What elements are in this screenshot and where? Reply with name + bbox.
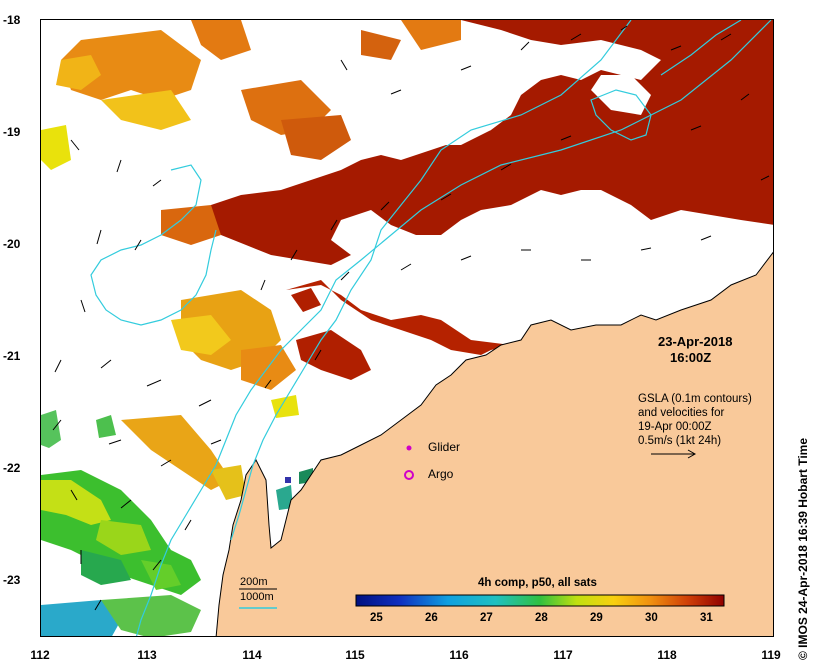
sst-layer [41, 20, 773, 636]
y-tick-23: -23 [3, 573, 21, 587]
contour-1000-label: 1000m [240, 591, 274, 603]
x-tick-114: 114 [242, 648, 262, 662]
colorbar-label-25: 25 [370, 612, 383, 624]
colorbar-label-26: 26 [425, 612, 438, 624]
map-canvas [41, 20, 773, 636]
y-tick-20: -20 [3, 237, 21, 251]
glider-marker[interactable] [406, 445, 412, 451]
y-tick-22: -22 [3, 461, 21, 475]
colorbar-label-28: 28 [535, 612, 548, 624]
map-date: 23-Apr-2018 [658, 334, 733, 349]
x-tick-117: 117 [553, 648, 573, 662]
colorbar-label-30: 30 [645, 612, 658, 624]
y-tick-21: -21 [3, 349, 21, 363]
colorbar-label-29: 29 [590, 612, 603, 624]
contours [90, 20, 772, 636]
map-area[interactable] [40, 19, 774, 637]
colorbar-label-27: 27 [480, 612, 493, 624]
x-tick-112: 112 [30, 648, 50, 662]
contour-200-label: 200m [240, 576, 268, 588]
colorbar-title: 4h comp, p50, all sats [478, 577, 597, 589]
colorbar-label-31: 31 [700, 612, 713, 624]
argo-label: Argo [428, 467, 454, 481]
gsla-line-3: 19-Apr 00:00Z [638, 421, 712, 433]
gsla-line-1: GSLA (0.1m contours) [638, 393, 752, 405]
sst-patch-yellow-nw [56, 55, 101, 90]
glider-label: Glider [428, 440, 461, 454]
x-tick-116: 116 [449, 648, 469, 662]
colorbar [355, 594, 725, 607]
gsla-line-4: 0.5m/s (1kt 24h) [638, 435, 722, 447]
x-tick-115: 115 [345, 648, 365, 662]
x-tick-118: 118 [657, 648, 677, 662]
y-tick-19: -19 [3, 125, 21, 139]
copyright-label: © IMOS 24-Apr-2018 16:39 Hobart Time [796, 437, 810, 660]
y-tick-18: -18 [3, 13, 21, 27]
scale-arrow [651, 449, 697, 459]
land-mass [215, 251, 773, 636]
x-tick-113: 113 [137, 648, 157, 662]
sst-patch-red-mid [286, 280, 511, 355]
map-time: 16:00Z [670, 350, 712, 365]
velocity-arrows [52, 25, 770, 611]
gsla-line-2: and velocities for [638, 407, 725, 419]
sst-patch-orange-nw [61, 30, 201, 100]
x-tick-119: 119 [761, 648, 781, 662]
argo-marker[interactable] [404, 470, 414, 480]
